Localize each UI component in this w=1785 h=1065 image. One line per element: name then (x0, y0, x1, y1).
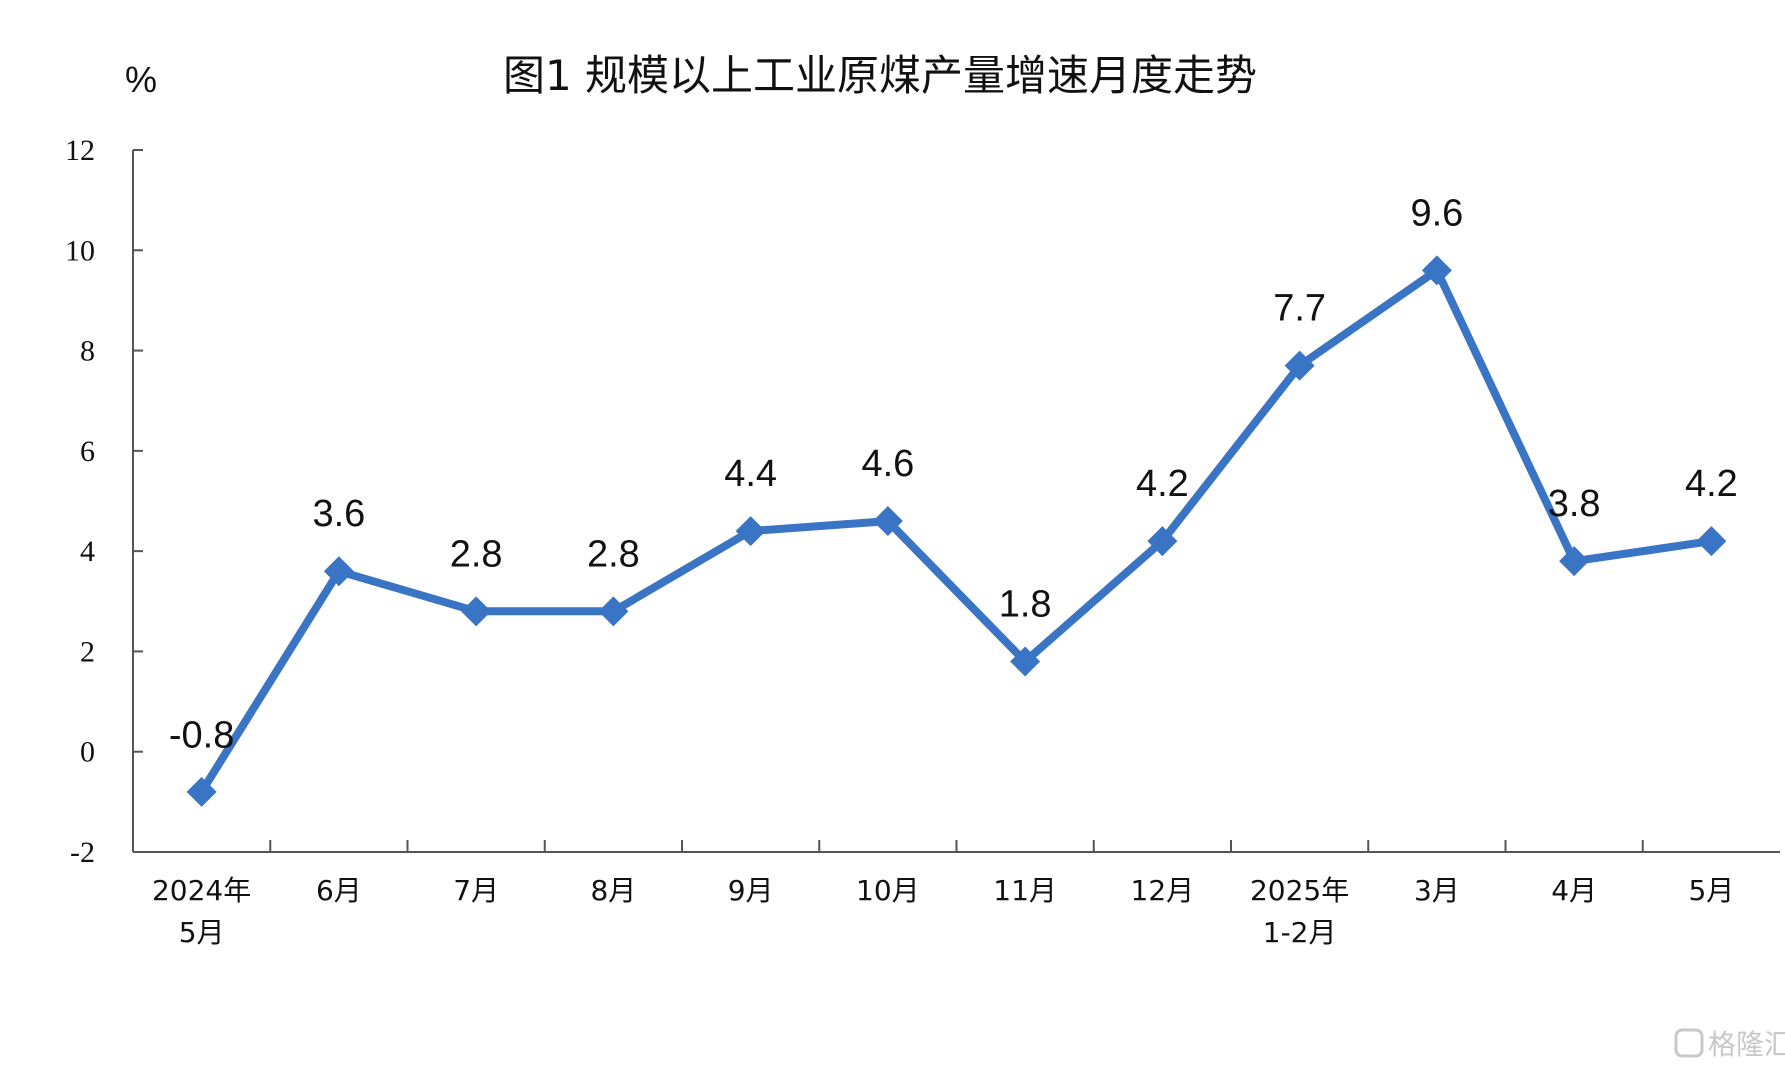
x-tick-labels: 2024年 5月 6月 7月 8月 9月 10月 11月 12月 2025年 1-2月 3月 4月 5月 (152, 874, 1734, 949)
data-label: 7.7 (1273, 288, 1326, 330)
x-tick-label: 9月 (728, 874, 774, 907)
data-point (1696, 526, 1727, 557)
data-label: 1.8 (999, 583, 1052, 625)
y-tick-label: 4 (80, 535, 95, 568)
x-tick-label: 12月 (1131, 874, 1195, 907)
data-label: 4.2 (1685, 463, 1738, 505)
x-tick-label: 6月 (316, 874, 362, 907)
chart-title: 图1 规模以上工业原煤产量增速月度走势 (503, 51, 1257, 100)
series-line (198, 266, 1712, 794)
data-label: 9.6 (1410, 192, 1463, 234)
logo-icon (1674, 1028, 1704, 1058)
x-tick-label: 5月 (179, 916, 225, 949)
y-tick-labels: -2 0 2 4 6 8 10 12 (65, 134, 95, 869)
data-point (1421, 255, 1452, 286)
y-tick-label: -2 (70, 836, 95, 869)
data-label: 3.6 (312, 493, 365, 535)
x-tick-label: 4月 (1551, 874, 1597, 907)
data-point (872, 506, 903, 537)
data-label: 4.6 (861, 443, 914, 485)
x-tick-label: 11月 (993, 874, 1057, 907)
data-point (598, 596, 629, 627)
data-markers (186, 255, 1727, 807)
data-labels: -0.8 3.6 2.8 2.8 4.4 4.6 1.8 4.2 7.7 9.6 3.8 4.2 (169, 192, 1738, 756)
data-point (1284, 350, 1315, 381)
axes (132, 149, 1780, 853)
x-tick-label: 2025年 (1250, 874, 1349, 907)
data-point (323, 556, 354, 587)
data-point (1559, 546, 1590, 577)
data-point (1010, 646, 1041, 677)
data-point (735, 516, 766, 547)
x-tick-label: 8月 (590, 874, 636, 907)
data-label: 2.8 (450, 533, 503, 575)
data-label: 2.8 (587, 533, 640, 575)
data-label: 3.8 (1548, 483, 1601, 525)
y-tick-label: 2 (80, 635, 95, 668)
x-tick-label: 2024年 (152, 874, 251, 907)
data-point (186, 776, 217, 807)
data-point (1147, 526, 1178, 557)
data-point (461, 596, 492, 627)
data-label: 4.4 (724, 453, 777, 495)
y-tick-label: 10 (65, 234, 95, 267)
data-label: -0.8 (169, 715, 234, 757)
y-tick-label: 12 (65, 134, 95, 167)
watermark-text: 格隆汇 (1708, 1028, 1785, 1061)
y-tick-label: 0 (80, 736, 95, 769)
data-label: 4.2 (1136, 463, 1189, 505)
y-tick-label: 8 (80, 335, 95, 368)
x-tick-label: 3月 (1414, 874, 1460, 907)
watermark: 格隆汇 (1674, 1028, 1785, 1061)
x-tick-label: 7月 (453, 874, 499, 907)
y-axis-unit: % (125, 59, 157, 100)
x-tick-label: 5月 (1688, 874, 1734, 907)
y-tick-label: 6 (80, 435, 95, 468)
x-tick-label: 10月 (856, 874, 920, 907)
x-tick-label: 1-2月 (1263, 916, 1337, 949)
